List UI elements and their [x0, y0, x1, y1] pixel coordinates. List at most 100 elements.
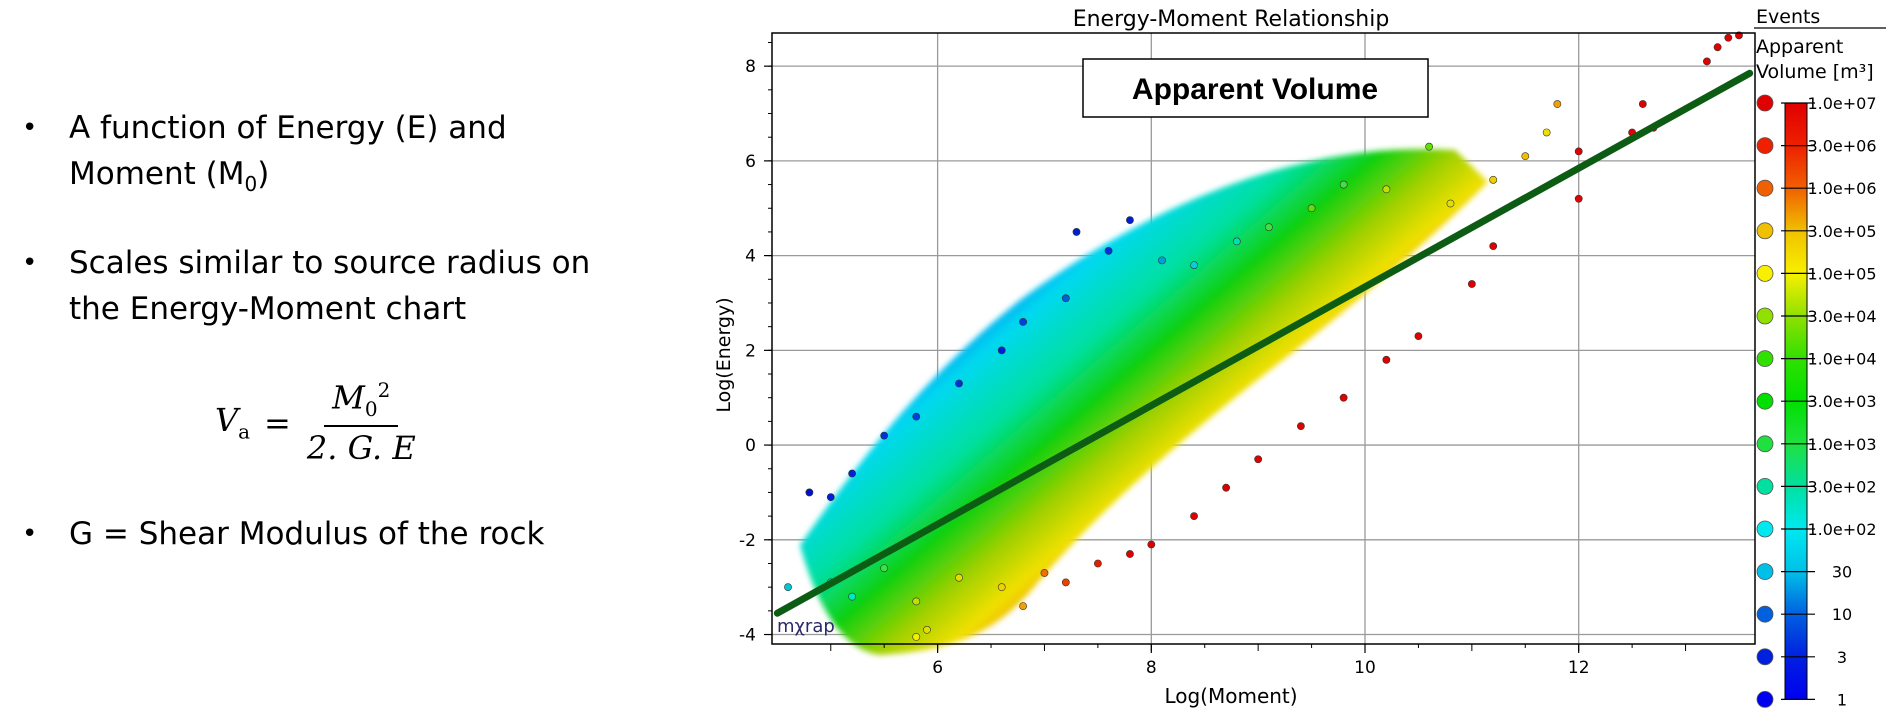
apparent-volume-formula: Va = M02 2. G. E	[215, 378, 416, 467]
legend-label: 3.0e+06	[1807, 137, 1876, 156]
bullet-3-line-1: G = Shear Modulus of the rock	[69, 516, 545, 552]
data-point	[784, 583, 792, 592]
bullet-dot: •	[22, 519, 38, 549]
legend-marker	[1756, 648, 1774, 666]
data-point	[1703, 57, 1711, 66]
data-point	[1382, 185, 1391, 194]
legend-label: 3.0e+04	[1807, 307, 1876, 326]
data-point	[955, 379, 963, 388]
data-point	[1382, 355, 1391, 364]
data-point	[1446, 199, 1455, 208]
data-point	[805, 488, 814, 497]
data-point	[1093, 559, 1102, 568]
scatter-density-cloud	[800, 148, 1488, 655]
data-point	[912, 412, 921, 421]
bullet-dot: •	[22, 248, 38, 278]
bullet-2-line-1: Scales similar to source radius on	[69, 245, 591, 281]
annotation-box	[1082, 58, 1429, 118]
legend-label: 1.0e+07	[1807, 94, 1876, 113]
data-point	[1489, 175, 1498, 184]
legend-marker	[1756, 307, 1774, 325]
data-point	[880, 564, 889, 573]
data-point	[848, 592, 857, 601]
formula-equals: =	[264, 403, 291, 442]
data-point	[880, 431, 889, 440]
data-point	[1339, 393, 1348, 402]
legend-marker	[1756, 520, 1774, 538]
data-point	[1296, 422, 1305, 431]
x-tick-label: 10	[1354, 658, 1376, 678]
formula-lhs: Va	[215, 401, 251, 444]
x-axis-label: Log(Moment)	[1164, 684, 1297, 708]
y-axis-label: Log(Energy)	[713, 297, 735, 412]
legend-label: 1	[1837, 690, 1847, 709]
legend-subtitle-line-2: Volume [m³]	[1756, 61, 1874, 83]
data-point	[1724, 33, 1733, 42]
data-point	[923, 625, 931, 634]
legend-label: 3.0e+03	[1807, 392, 1876, 411]
data-point	[1147, 540, 1156, 549]
data-point	[1489, 242, 1498, 251]
y-tick-label: -4	[739, 626, 756, 646]
y-tick-label: 8	[745, 57, 756, 77]
plot-frame	[771, 32, 1756, 645]
legend-title: Events	[1756, 6, 1820, 28]
data-point	[1339, 180, 1348, 189]
x-tick-label: 8	[1146, 658, 1157, 678]
legend-label: 3.0e+02	[1807, 477, 1876, 496]
legend-marker	[1756, 94, 1774, 112]
data-point	[1019, 602, 1027, 611]
data-point	[955, 573, 963, 582]
legend-marker	[1756, 222, 1774, 240]
legend-label: 1.0e+06	[1807, 179, 1876, 198]
y-tick-label: 6	[745, 152, 756, 172]
legend-marker	[1756, 350, 1774, 368]
trend-line	[773, 69, 1754, 617]
legend-label: 10	[1832, 605, 1852, 624]
legend-marker	[1756, 137, 1774, 155]
legend-subtitle-line-1: Apparent	[1756, 36, 1843, 58]
data-point	[997, 583, 1006, 592]
data-point	[1254, 455, 1263, 464]
data-point	[1542, 128, 1551, 137]
formula-denominator: 2. G. E	[306, 429, 416, 468]
x-tick-label: 12	[1568, 658, 1590, 678]
annotation-apparent-volume: Apparent Volume	[1132, 73, 1378, 106]
data-point	[1638, 100, 1647, 108]
data-point	[1061, 294, 1070, 303]
legend-marker	[1756, 435, 1774, 453]
bullet-1-line-1: A function of Energy (E) and	[69, 110, 507, 146]
legend-label: 1.0e+03	[1807, 435, 1876, 454]
data-point	[826, 493, 835, 502]
legend-label: 1.0e+02	[1807, 520, 1876, 539]
data-point	[1307, 204, 1316, 213]
data-point	[1553, 100, 1562, 108]
data-point	[1126, 550, 1134, 558]
data-point	[848, 469, 857, 478]
data-point	[1425, 142, 1434, 151]
legend-marker	[1756, 477, 1774, 495]
data-point	[1040, 569, 1049, 577]
bullet-2-line-2: the Energy-Moment chart	[69, 291, 467, 327]
bullet-list: • A function of Energy (E) and Moment (M…	[0, 0, 700, 709]
bullet-item: • Scales similar to source radius on the…	[22, 240, 629, 332]
chart-title: Energy-Moment Relationship	[1073, 7, 1390, 32]
bullet-1-line-2: Moment (M0)	[69, 156, 270, 197]
legend-label: 1.0e+05	[1807, 264, 1876, 283]
x-tick-label: 6	[932, 658, 943, 678]
legend-label: 3.0e+05	[1807, 222, 1876, 241]
data-point	[1190, 512, 1198, 521]
data-point	[1574, 147, 1583, 156]
mxrap-watermark: mχrap	[777, 616, 835, 637]
data-point	[1713, 43, 1722, 52]
axes: 6 8 10 12 -4 -2 0 2 4 6 8	[739, 41, 1687, 678]
data-point	[1574, 194, 1583, 203]
data-point	[1264, 223, 1273, 232]
formula-numerator: M02	[324, 378, 399, 428]
legend-marker	[1756, 179, 1774, 197]
data-point	[1158, 256, 1166, 265]
y-tick-label: 0	[745, 436, 756, 456]
data-point	[1104, 246, 1113, 255]
data-point	[1190, 261, 1198, 269]
